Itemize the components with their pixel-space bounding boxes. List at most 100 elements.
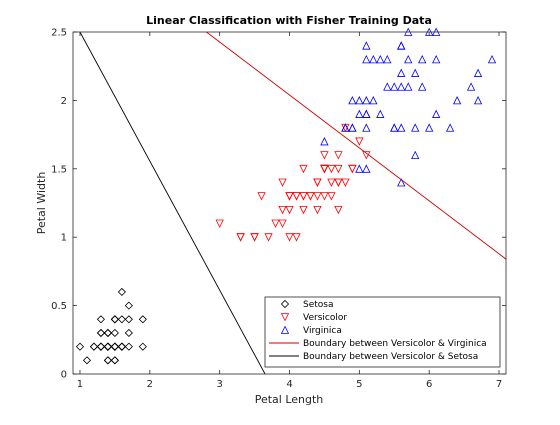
x-tick-label: 7 xyxy=(496,379,502,390)
virginica-point xyxy=(362,41,371,50)
x-axis-title: Petal Length xyxy=(255,393,324,406)
virginica-point xyxy=(432,54,441,64)
legend-label-boundary-between-versicolor-setosa: Boundary between Versicolor & Setosa xyxy=(303,352,478,362)
virginica-point xyxy=(473,96,483,105)
setosa-point xyxy=(89,342,99,351)
virginica-point xyxy=(397,178,406,187)
setosa-point xyxy=(124,342,133,351)
virginica-point xyxy=(362,109,371,118)
virginica-point xyxy=(355,164,364,173)
versicolor-point xyxy=(292,192,301,201)
y-tick-label: 0 xyxy=(61,370,67,381)
versicolor-point xyxy=(327,178,336,187)
versicolor-point xyxy=(271,219,280,228)
y-tick-label: 1 xyxy=(61,233,67,244)
virginica-point xyxy=(397,41,406,50)
y-tick-label: 2 xyxy=(61,96,67,107)
setosa-point xyxy=(96,342,106,351)
legend-label-setosa: Setosa xyxy=(303,300,334,310)
setosa-point xyxy=(75,342,85,351)
versicolor-point xyxy=(278,205,287,215)
virginica-point xyxy=(376,54,385,64)
versicolor-point xyxy=(348,164,357,174)
versicolor-point xyxy=(292,233,301,242)
versicolor-point xyxy=(299,192,308,201)
versicolor-point xyxy=(341,178,350,187)
virginica-point xyxy=(404,82,413,91)
setosa-point xyxy=(138,342,147,351)
virginica-point xyxy=(411,150,420,160)
virginica-point xyxy=(473,68,483,77)
versicolor-point xyxy=(299,205,308,215)
virginica-point xyxy=(362,164,371,173)
versicolor-point xyxy=(313,192,322,201)
virginica-point xyxy=(362,123,371,132)
x-tick-label: 6 xyxy=(426,379,432,390)
versicolor-point xyxy=(334,151,343,160)
versicolor-point xyxy=(285,192,294,201)
versicolor-point xyxy=(299,164,308,174)
virginica-point xyxy=(397,82,406,91)
boundary-line-boundary-between-versicolor-setosa xyxy=(79,32,266,374)
virginica-point xyxy=(383,54,392,64)
virginica-point xyxy=(411,68,420,77)
setosa-point xyxy=(82,356,92,365)
virginica-point xyxy=(376,109,385,118)
virginica-point xyxy=(341,123,350,132)
versicolor-point xyxy=(278,219,287,228)
x-tick-label: 5 xyxy=(356,379,362,390)
versicolor-point xyxy=(215,219,224,228)
setosa-point xyxy=(124,301,133,310)
versicolor-point xyxy=(257,192,266,201)
boundary-line-boundary-between-versicolor-virginica xyxy=(206,32,506,260)
versicolor-point xyxy=(355,137,364,146)
setosa-point xyxy=(103,328,112,338)
setosa-point xyxy=(110,328,119,338)
versicolor-point xyxy=(285,233,294,242)
setosa-point xyxy=(117,342,126,351)
virginica-point xyxy=(383,82,392,91)
virginica-point xyxy=(355,109,364,118)
setosa-point xyxy=(117,287,126,296)
legend: Setosa Versicolor Virginica Boundary betwee… xyxy=(264,296,501,368)
virginica-point xyxy=(487,54,497,64)
versicolor-point xyxy=(320,192,329,201)
setosa-point xyxy=(96,328,106,338)
legend-marker-versicolor xyxy=(280,313,290,322)
virginica-point xyxy=(348,123,357,132)
legend-label-versicolor: Versicolor xyxy=(303,313,347,323)
legend-marker-setosa xyxy=(280,299,290,309)
versicolor-point xyxy=(236,233,245,242)
setosa-point xyxy=(124,328,133,338)
versicolor-point xyxy=(334,164,343,174)
versicolor-point xyxy=(320,151,329,160)
x-tick-label: 1 xyxy=(77,379,83,390)
y-tick-label: 2.5 xyxy=(51,28,67,39)
setosa-point xyxy=(103,342,112,351)
virginica-point xyxy=(369,54,378,64)
setosa-point xyxy=(103,356,112,365)
setosa-point xyxy=(138,315,147,324)
versicolor-point xyxy=(327,164,336,174)
virginica-point xyxy=(362,54,371,64)
x-tick-label: 3 xyxy=(216,379,222,390)
virginica-point xyxy=(445,123,455,132)
legend-box xyxy=(264,296,501,368)
virginica-point xyxy=(355,96,364,105)
virginica-point xyxy=(404,54,413,64)
chart-title: Linear Classification with Fisher Traini… xyxy=(146,14,432,27)
virginica-point xyxy=(397,123,406,132)
virginica-point xyxy=(425,123,434,132)
versicolor-point xyxy=(250,233,259,242)
versicolor-point xyxy=(334,205,343,215)
legend-label-virginica: Virginica xyxy=(303,326,342,336)
legend-marker-virginica xyxy=(280,325,290,334)
virginica-point xyxy=(418,54,427,64)
setosa-point xyxy=(110,315,119,324)
setosa-point xyxy=(124,315,133,324)
virginica-point xyxy=(411,123,420,132)
versicolor-point xyxy=(334,178,343,187)
versicolor-point xyxy=(285,205,294,215)
